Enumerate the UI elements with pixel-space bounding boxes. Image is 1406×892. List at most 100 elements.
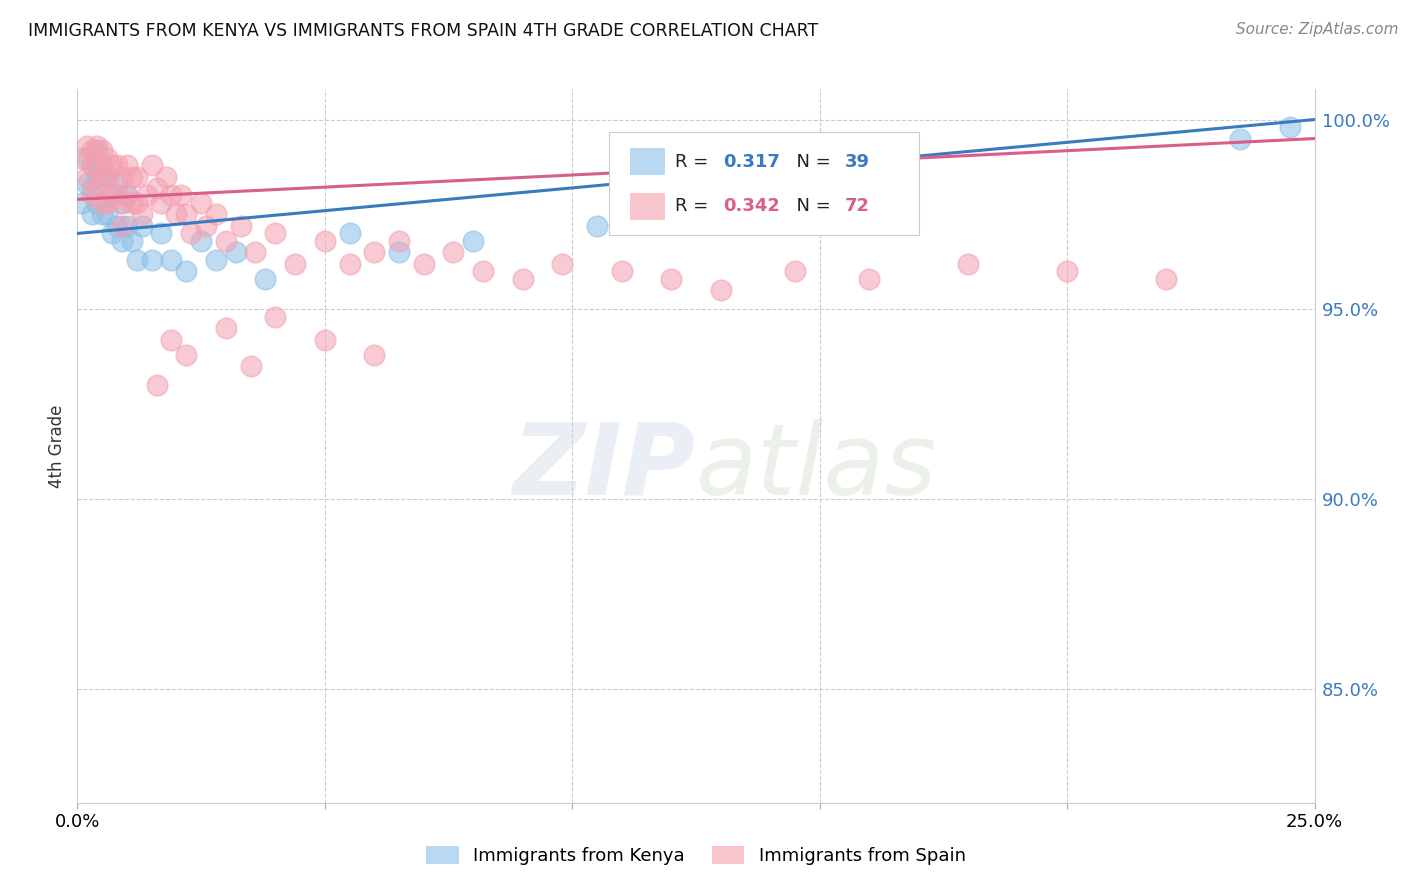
Point bbox=[339, 227, 361, 241]
Point bbox=[86, 169, 108, 184]
Point bbox=[314, 234, 336, 248]
Point bbox=[96, 169, 118, 184]
Point bbox=[131, 219, 153, 233]
Point bbox=[105, 219, 128, 233]
Point bbox=[76, 151, 98, 165]
Point bbox=[141, 252, 163, 267]
Point bbox=[72, 151, 94, 165]
Point bbox=[160, 252, 183, 267]
Point bbox=[86, 181, 108, 195]
Point bbox=[125, 196, 148, 211]
Point bbox=[155, 169, 177, 184]
Point bbox=[125, 252, 148, 267]
Point bbox=[1278, 120, 1301, 135]
FancyBboxPatch shape bbox=[630, 148, 665, 176]
Point bbox=[412, 257, 434, 271]
Point bbox=[174, 264, 197, 278]
Point bbox=[105, 158, 128, 172]
Point bbox=[284, 257, 307, 271]
Point bbox=[115, 158, 138, 172]
Point bbox=[96, 151, 118, 165]
Point bbox=[150, 227, 173, 241]
Point bbox=[174, 348, 197, 362]
Point bbox=[135, 188, 157, 202]
Point bbox=[264, 310, 287, 324]
Point bbox=[205, 252, 228, 267]
Point bbox=[205, 207, 228, 221]
Point bbox=[115, 219, 138, 233]
Point bbox=[443, 245, 465, 260]
Point bbox=[195, 219, 218, 233]
Point bbox=[105, 188, 128, 202]
Point bbox=[111, 169, 134, 184]
Point bbox=[82, 207, 104, 221]
Point bbox=[111, 196, 134, 211]
Point bbox=[165, 207, 187, 221]
Point bbox=[145, 378, 167, 392]
Point bbox=[82, 181, 104, 195]
Text: R =: R = bbox=[675, 197, 714, 215]
Point bbox=[1229, 131, 1251, 145]
Point bbox=[388, 245, 411, 260]
Point bbox=[141, 158, 163, 172]
Point bbox=[91, 169, 114, 184]
Point bbox=[512, 272, 534, 286]
Text: R =: R = bbox=[675, 153, 714, 171]
Point bbox=[82, 188, 104, 202]
Point bbox=[91, 207, 114, 221]
Point bbox=[91, 143, 114, 157]
Text: N =: N = bbox=[785, 197, 837, 215]
Point bbox=[339, 257, 361, 271]
Point bbox=[363, 348, 385, 362]
Point bbox=[86, 196, 108, 211]
Text: Source: ZipAtlas.com: Source: ZipAtlas.com bbox=[1236, 22, 1399, 37]
Point bbox=[121, 169, 143, 184]
Point bbox=[229, 219, 252, 233]
Point bbox=[957, 257, 980, 271]
Point bbox=[170, 188, 193, 202]
Point bbox=[115, 188, 138, 202]
Point bbox=[586, 219, 609, 233]
FancyBboxPatch shape bbox=[630, 193, 665, 219]
Point bbox=[190, 234, 212, 248]
Text: 0.317: 0.317 bbox=[723, 153, 780, 171]
Point bbox=[145, 181, 167, 195]
Point bbox=[101, 158, 124, 172]
Point bbox=[86, 158, 108, 172]
Point bbox=[710, 284, 733, 298]
Point bbox=[121, 196, 143, 211]
Point bbox=[388, 234, 411, 248]
Point bbox=[463, 234, 485, 248]
Point bbox=[91, 158, 114, 172]
Point bbox=[96, 169, 118, 184]
Text: IMMIGRANTS FROM KENYA VS IMMIGRANTS FROM SPAIN 4TH GRADE CORRELATION CHART: IMMIGRANTS FROM KENYA VS IMMIGRANTS FROM… bbox=[28, 22, 818, 40]
Point bbox=[1056, 264, 1078, 278]
Text: atlas: atlas bbox=[696, 419, 938, 516]
Point bbox=[121, 234, 143, 248]
Point bbox=[111, 196, 134, 211]
Point bbox=[610, 264, 633, 278]
FancyBboxPatch shape bbox=[609, 132, 918, 235]
Point bbox=[72, 196, 94, 211]
Point bbox=[225, 245, 247, 260]
Point bbox=[96, 196, 118, 211]
Point bbox=[174, 207, 197, 221]
Point bbox=[264, 227, 287, 241]
Point bbox=[76, 177, 98, 191]
Point bbox=[239, 359, 262, 374]
Text: ZIP: ZIP bbox=[513, 419, 696, 516]
Point bbox=[254, 272, 277, 286]
Point bbox=[96, 207, 118, 221]
Point bbox=[91, 196, 114, 211]
Point bbox=[101, 227, 124, 241]
Point bbox=[101, 188, 124, 202]
Point bbox=[180, 227, 202, 241]
Point bbox=[160, 333, 183, 347]
Point bbox=[125, 169, 148, 184]
Point bbox=[86, 139, 108, 153]
Y-axis label: 4th Grade: 4th Grade bbox=[48, 404, 66, 488]
Point bbox=[363, 245, 385, 260]
Text: 72: 72 bbox=[845, 197, 869, 215]
Text: 0.342: 0.342 bbox=[723, 197, 780, 215]
Point bbox=[160, 188, 183, 202]
